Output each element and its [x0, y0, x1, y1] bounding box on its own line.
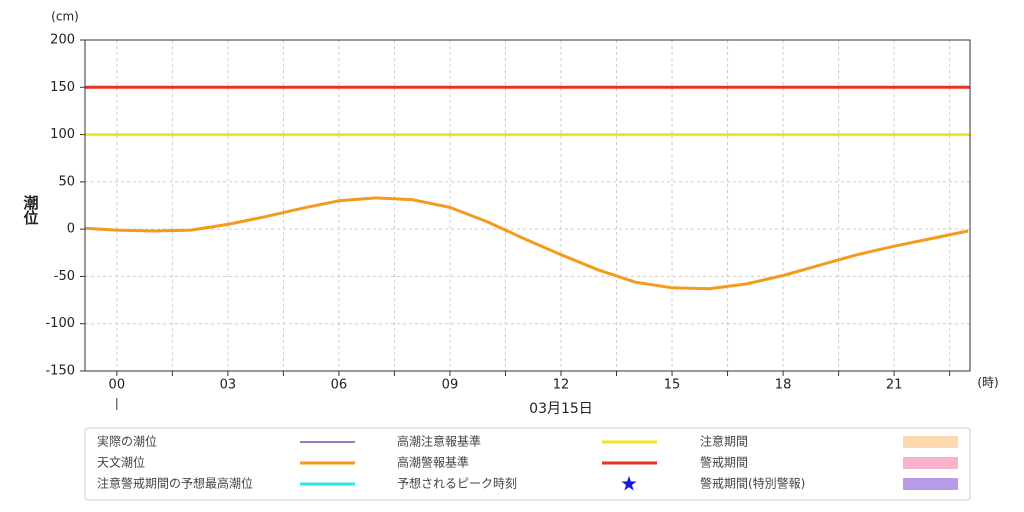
x-tick-label: 21: [886, 378, 903, 393]
legend-label: 天文潮位: [97, 455, 145, 470]
x-tick-label: 03: [220, 378, 237, 393]
legend-swatch: [903, 436, 958, 448]
y-tick-label: -50: [54, 269, 75, 284]
y-tick-label: -100: [45, 316, 75, 331]
legend-swatch: [903, 478, 958, 490]
legend-label: 注意警戒期間の予想最高潮位: [97, 476, 253, 491]
y-unit: (cm): [51, 10, 79, 24]
x-tick-label: 06: [331, 378, 348, 393]
y-tick-label: -150: [45, 364, 75, 379]
legend-label: 高潮警報基準: [397, 455, 469, 470]
y-label: 潮位: [22, 194, 40, 225]
plot-frame: [84, 39, 971, 372]
legend-swatch: [903, 457, 958, 469]
tide-line: [85, 196, 969, 291]
x-tick-label: 15: [664, 378, 681, 393]
date-label: 03月15日: [529, 401, 593, 417]
x-tick-label: 00: [109, 378, 126, 393]
legend-label: 予想されるピーク時刻: [397, 476, 517, 491]
x-tick-label: 12: [553, 378, 570, 393]
legend-label: 警戒期間: [700, 455, 748, 470]
y-tick-label: 0: [67, 222, 75, 237]
legend-label: 高潮注意報基準: [397, 434, 481, 449]
x-unit: (時): [977, 376, 998, 390]
legend-label: 注意期間: [700, 434, 748, 449]
y-tick-label: 200: [50, 33, 75, 48]
y-tick-label: 150: [50, 80, 75, 95]
legend-label: 実際の潮位: [97, 434, 157, 449]
legend-box: [84, 427, 971, 501]
y-tick-label: 50: [58, 174, 75, 189]
legend-swatch: [621, 476, 637, 491]
y-tick-label: 100: [50, 127, 75, 142]
legend-label: 警戒期間(特別警報): [700, 476, 805, 491]
x-tick-label: 18: [775, 378, 792, 393]
x-tick-label: 09: [442, 378, 459, 393]
